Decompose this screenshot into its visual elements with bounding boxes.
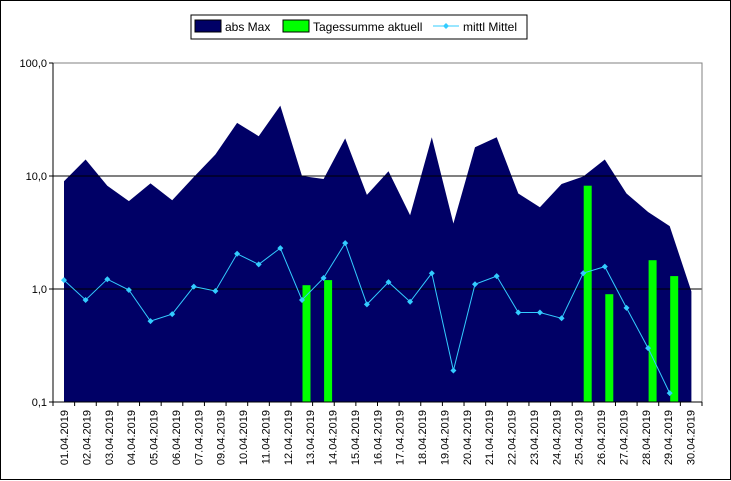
point-mittl-mittel — [601, 263, 608, 270]
point-mittl-mittel — [623, 304, 630, 311]
x-tick-label: 23.04.2019 — [529, 410, 541, 465]
x-tick-label: 18.04.2019 — [417, 410, 429, 465]
point-mittl-mittel — [666, 390, 673, 397]
x-tick-label: 07.04.2019 — [193, 410, 205, 465]
point-mittl-mittel — [536, 309, 543, 316]
x-tick-label: 01.04.2019 — [59, 410, 71, 465]
x-tick-label: 14.04.2019 — [328, 410, 340, 465]
legend-swatch-tagessumme — [282, 19, 310, 33]
x-tick-label: 22.04.2019 — [507, 410, 519, 465]
legend: abs Max Tagessumme aktuell mittl Mittel — [190, 14, 528, 40]
point-mittl-mittel — [450, 367, 457, 374]
point-mittl-mittel — [472, 281, 478, 288]
x-tick-label: 28.04.2019 — [641, 410, 653, 465]
x-tick-label: 16.04.2019 — [372, 410, 384, 465]
point-mittl-mittel — [147, 318, 154, 325]
bar-tagessumme — [648, 260, 657, 402]
y-tick-label: 100,0 — [19, 58, 47, 70]
x-tick-label: 10.04.2019 — [238, 410, 250, 465]
legend-label-tagessumme: Tagessumme aktuell — [313, 20, 422, 34]
y-tick-label: 10,0 — [26, 171, 47, 183]
point-mittl-mittel — [342, 240, 349, 247]
point-mittl-mittel — [493, 273, 500, 280]
point-mittl-mittel — [385, 279, 392, 286]
point-mittl-mittel — [61, 277, 67, 284]
x-tick-label: 21.04.2019 — [484, 410, 496, 465]
legend-label-mittl-mittel: mittl Mittel — [463, 20, 517, 34]
x-tick-label: 03.04.2019 — [104, 410, 116, 465]
y-tick-label: 0,1 — [32, 397, 47, 409]
x-tick-label: 19.04.2019 — [439, 410, 451, 465]
x-tick-label: 24.04.2019 — [551, 410, 563, 465]
plot-area — [53, 63, 702, 402]
bar-tagessumme — [670, 276, 679, 402]
legend-swatch-abs-max — [194, 19, 222, 33]
point-mittl-mittel — [277, 245, 284, 252]
bar-tagessumme — [324, 280, 333, 402]
point-mittl-mittel — [363, 301, 370, 308]
point-mittl-mittel — [515, 309, 522, 316]
x-tick-label: 29.04.2019 — [663, 410, 675, 465]
point-mittl-mittel — [407, 298, 414, 305]
point-mittl-mittel — [212, 288, 219, 294]
x-tick-label: 02.04.2019 — [81, 410, 93, 465]
point-mittl-mittel — [169, 311, 176, 318]
x-tick-label: 26.04.2019 — [596, 410, 608, 465]
point-mittl-mittel — [645, 345, 652, 352]
x-tick-label: 04.04.2019 — [126, 410, 138, 465]
point-mittl-mittel — [299, 297, 305, 303]
legend-marker-mittl-mittel — [443, 23, 449, 29]
x-tick-label: 11.04.2019 — [260, 410, 272, 464]
point-mittl-mittel — [320, 275, 327, 281]
x-tick-label: 17.04.2019 — [395, 410, 407, 465]
x-tick-label: 30.04.2019 — [686, 410, 698, 465]
point-mittl-mittel — [82, 297, 89, 303]
bar-tagessumme — [302, 285, 311, 402]
x-tick-label: 06.04.2019 — [171, 410, 183, 465]
point-mittl-mittel — [558, 315, 565, 322]
x-tick-label: 12.04.2019 — [283, 410, 295, 465]
area-abs-max — [64, 105, 692, 402]
x-tick-label: 25.04.2019 — [574, 410, 586, 465]
x-tick-label: 15.04.2019 — [350, 410, 362, 465]
legend-box — [190, 14, 528, 40]
point-mittl-mittel — [580, 270, 587, 277]
bar-tagessumme — [605, 294, 614, 402]
legend-label-abs-max: abs Max — [225, 20, 270, 34]
x-tick-label: 20.04.2019 — [462, 410, 474, 465]
point-mittl-mittel — [125, 287, 132, 293]
x-tick-label: 05.04.2019 — [149, 410, 161, 465]
y-tick-label: 1,0 — [32, 284, 47, 296]
point-mittl-mittel — [190, 283, 197, 290]
x-tick-label: 13.04.2019 — [305, 410, 317, 465]
bar-tagessumme — [583, 185, 592, 402]
point-mittl-mittel — [104, 276, 111, 283]
point-mittl-mittel — [428, 270, 435, 277]
axes: 0,1 1,0 10,0 100,0 01.04.2019 02.04.2019 03.04… — [19, 58, 703, 465]
x-tick-label: 09.04.2019 — [216, 410, 228, 465]
point-mittl-mittel — [255, 261, 262, 268]
x-tick-label: 27.04.2019 — [619, 410, 631, 465]
point-mittl-mittel — [234, 250, 241, 257]
